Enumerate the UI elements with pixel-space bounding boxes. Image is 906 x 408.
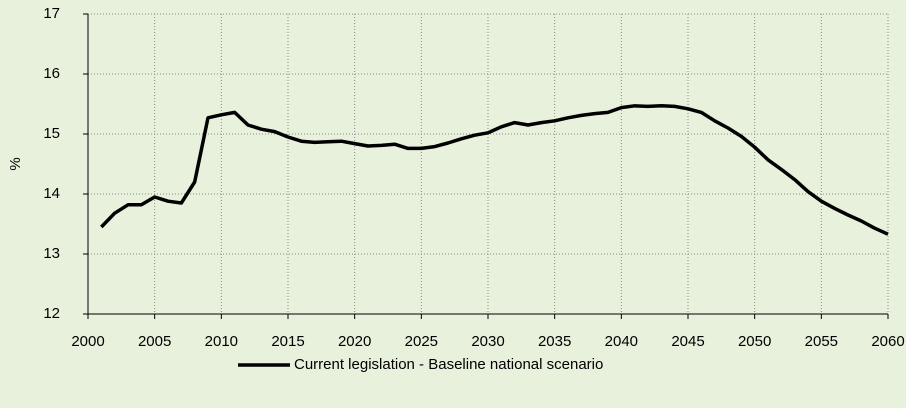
x-tick-label: 2060	[871, 333, 904, 350]
x-tick-label: 2025	[405, 333, 438, 350]
x-tick-label: 2055	[805, 333, 838, 350]
x-tick-label: 2015	[271, 333, 304, 350]
x-tick-label: 2005	[138, 333, 171, 350]
y-axis-label: %	[7, 157, 24, 170]
x-tick-label: 2045	[671, 333, 704, 350]
y-tick-label: 13	[43, 245, 60, 262]
legend-label: Current legislation - Baseline national …	[294, 356, 603, 373]
x-tick-label: 2000	[71, 333, 104, 350]
y-tick-label: 12	[43, 305, 60, 322]
x-tick-label: 2050	[738, 333, 771, 350]
x-tick-label: 2035	[538, 333, 571, 350]
x-tick-label: 2040	[605, 333, 638, 350]
data-line	[100, 104, 889, 236]
x-tick-label: 2030	[471, 333, 504, 350]
y-tick-label: 15	[43, 125, 60, 142]
y-tick-label: 14	[43, 185, 60, 202]
x-tick-label: 2010	[205, 333, 238, 350]
y-tick-label: 17	[43, 5, 60, 22]
y-tick-label: 16	[43, 65, 60, 82]
x-tick-label: 2020	[338, 333, 371, 350]
